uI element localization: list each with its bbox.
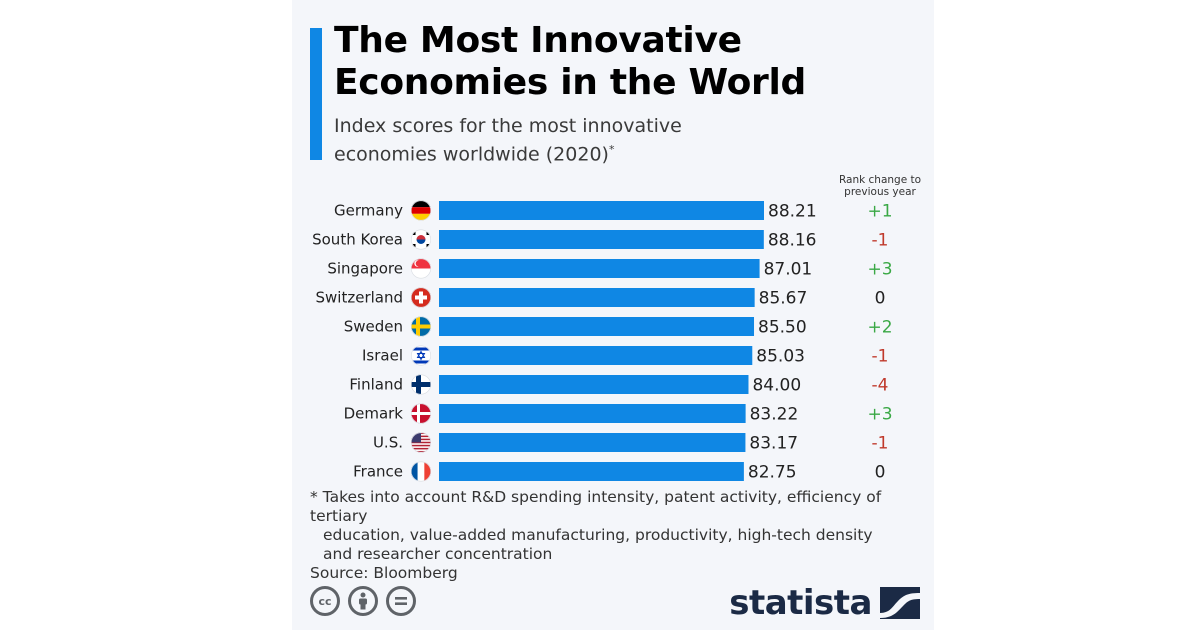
chart-row: Germany 88.21 +1: [334, 200, 893, 222]
value-label: 84.00: [752, 376, 801, 396]
flag-israel-icon: [411, 345, 432, 366]
value-label: 82.75: [748, 463, 797, 483]
bar: [439, 462, 744, 481]
flag-finland-icon: [411, 374, 432, 395]
rank-change-header: Rank change to previous year: [828, 174, 932, 198]
category-label: South Korea: [312, 231, 403, 249]
infographic-panel: The Most Innovative Economies in the Wor…: [292, 0, 934, 630]
rank-change-value: +2: [867, 318, 892, 338]
bar: [439, 201, 764, 220]
cc-icon[interactable]: cc: [310, 586, 340, 616]
value-label: 87.01: [764, 260, 813, 280]
flag-usa-icon: [411, 432, 432, 453]
bar: [439, 317, 755, 336]
flag-sweden-icon: [411, 316, 432, 337]
statista-logo-icon: [880, 587, 920, 619]
subtitle-line-1: Index scores for the most innovative: [334, 115, 682, 137]
category-label: Switzerland: [316, 289, 404, 307]
chart-row: Switzerland 85.67 0: [316, 287, 886, 309]
flag-germany-icon: [411, 200, 432, 221]
title-line-1: The Most Innovative: [334, 20, 742, 61]
flag-south-korea-icon: [411, 229, 432, 250]
cc-icon-label: cc: [318, 594, 332, 608]
category-label: France: [353, 463, 403, 481]
chart-subtitle: Index scores for the most innovative eco…: [334, 114, 894, 166]
rank-change-value: +3: [867, 405, 892, 425]
chart-row: Finland 84.00 -4: [349, 374, 889, 396]
rank-change-value: +3: [867, 260, 892, 280]
value-label: 88.16: [768, 231, 817, 251]
equals-icon: [395, 597, 407, 605]
chart-row: Singapore 87.01 +3: [327, 258, 893, 280]
category-label: Demark: [344, 405, 404, 423]
category-label: Sweden: [344, 318, 403, 336]
flag-france-icon: [411, 461, 432, 482]
category-label: Germany: [334, 202, 403, 220]
flag-singapore-icon: [411, 258, 432, 279]
subtitle-line-2: economies worldwide (2020): [334, 143, 609, 166]
source-text: Source: Bloomberg: [310, 564, 458, 582]
category-label: Finland: [349, 376, 403, 394]
subtitle-footnote-marker: *: [608, 143, 615, 156]
bar: [439, 375, 749, 394]
footnote-line-2: education, value-added manufacturing, pr…: [323, 526, 873, 544]
chart-row: South Korea 88.16 -1: [312, 229, 889, 251]
bar: [439, 404, 746, 423]
rank-header-line-2: previous year: [844, 186, 916, 198]
bar: [439, 288, 755, 307]
chart-row: U.S. 83.17 -1: [373, 432, 889, 454]
rank-change-value: -1: [872, 434, 889, 454]
flag-denmark-icon: [411, 403, 432, 424]
no-derivatives-icon[interactable]: [386, 586, 416, 616]
rank-header-line-1: Rank change to: [838, 174, 922, 186]
statista-logo[interactable]: statista: [729, 584, 920, 622]
rank-change-value: -1: [872, 347, 889, 367]
title-accent-bar: [310, 28, 322, 160]
chart-row: Israel 85.03 -1: [362, 345, 889, 367]
footnote: * Takes into account R&D spending intens…: [310, 488, 930, 583]
category-label: Israel: [362, 347, 403, 365]
category-label: Singapore: [327, 260, 403, 278]
rank-change-value: 0: [875, 289, 886, 309]
value-label: 85.67: [759, 289, 808, 309]
value-label: 85.50: [758, 318, 807, 338]
value-label: 85.03: [756, 347, 805, 367]
attribution-icon[interactable]: [348, 586, 378, 616]
value-label: 83.22: [750, 405, 799, 425]
rank-change-value: -4: [872, 376, 889, 396]
chart-row: France 82.75 0: [353, 461, 886, 483]
logo-text: statista: [729, 583, 872, 623]
bar: [439, 230, 764, 249]
footnote-line-1: * Takes into account R&D spending intens…: [310, 488, 882, 525]
chart-title: The Most Innovative Economies in the Wor…: [334, 20, 914, 104]
rank-change-value: +1: [867, 202, 892, 222]
chart-row: Sweden 85.50 +2: [344, 316, 893, 338]
value-label: 83.17: [749, 434, 798, 454]
person-icon: [359, 592, 367, 610]
value-label: 88.21: [768, 202, 817, 222]
bar: [439, 433, 746, 452]
bar: [439, 259, 760, 278]
flag-switzerland-icon: [411, 287, 432, 308]
license-icons: cc: [310, 586, 416, 616]
footnote-line-3: and researcher concentration: [323, 545, 553, 563]
bar-chart: Germany 88.21 +1 South Korea 88.16 -1 Singapor…: [312, 200, 893, 483]
bar: [439, 346, 753, 365]
category-label: U.S.: [373, 434, 403, 452]
rank-change-value: -1: [872, 231, 889, 251]
chart-row: Demark 83.22 +3: [344, 403, 893, 425]
title-line-2: Economies in the World: [334, 62, 806, 103]
rank-change-value: 0: [875, 463, 886, 483]
